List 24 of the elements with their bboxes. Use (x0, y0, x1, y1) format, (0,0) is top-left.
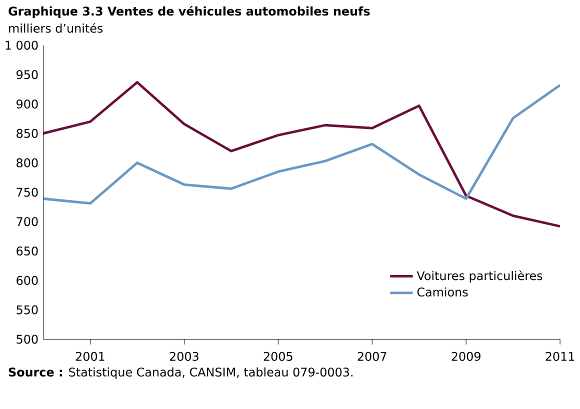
x-tick-label: 2001 (76, 352, 104, 361)
y-tick-label: 650 (16, 246, 38, 256)
x-tick-label: 2005 (264, 352, 292, 361)
y-tick-label: 850 (16, 128, 38, 138)
y-tick-label: 600 (16, 276, 38, 285)
x-tick-label: 2009 (452, 352, 480, 361)
y-tick-label: 1 000 (6, 40, 38, 50)
y-tick-label: 550 (16, 305, 38, 314)
y-tick-label: 800 (16, 158, 38, 168)
y-tick-label: 950 (16, 70, 38, 80)
chart-title: Graphique 3.3 Ventes de véhicules automobiles neufs (8, 6, 370, 18)
legend-label: Voitures particulières (416, 270, 542, 282)
x-tick-label: 2011 (546, 352, 574, 361)
x-tick-label: 2007 (358, 352, 386, 361)
y-axis-title: milliers d’unités (9, 23, 103, 33)
y-tick-label: 700 (16, 217, 38, 226)
line-series (43, 80, 560, 228)
y-tick-label: 900 (16, 99, 38, 109)
x-tick-label: 2003 (170, 352, 198, 361)
line-series (43, 84, 560, 205)
y-tick-label: 750 (16, 188, 38, 197)
text: Source : Statistique Canada, CANSIM, tableau 079-0003. (8, 367, 352, 379)
y-tick-label: 500 (16, 334, 38, 344)
legend-label: Camions (417, 287, 468, 297)
